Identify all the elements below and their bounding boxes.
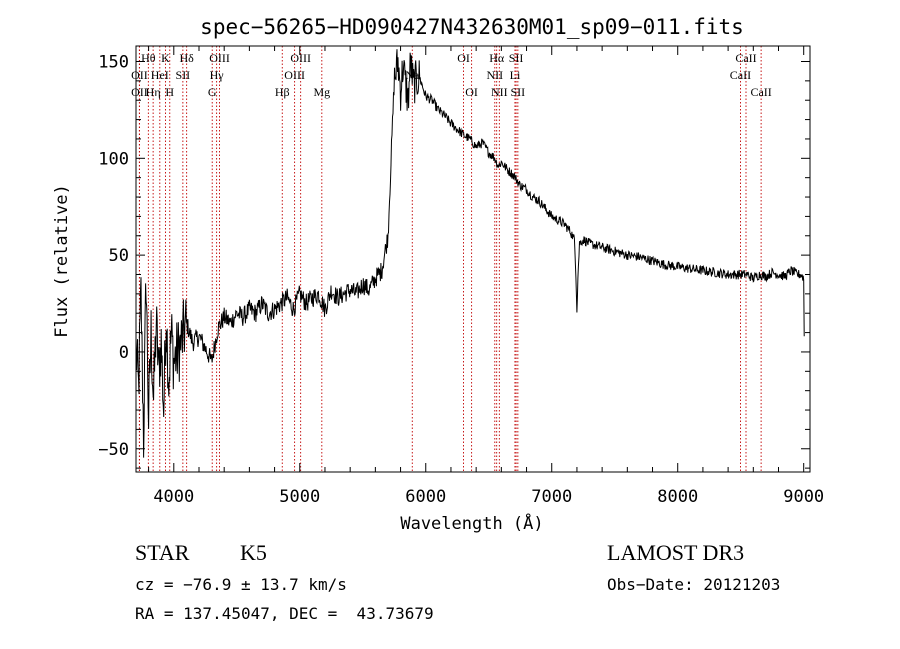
object-subclass: K5 [240,540,267,565]
line-label: Hθ [141,51,156,65]
line-label: OIII [209,51,230,65]
line-label: NII [491,85,508,99]
line-label: H [165,85,174,99]
plot-frame [135,45,811,473]
x-tick-label: 4000 [153,487,194,507]
chart-title: spec−56265−HD090427N432630M01_sp09−011.f… [200,15,744,39]
coordinates: RA = 137.45047, DEC = 43.73679 [135,604,434,623]
line-label: OIII [284,68,305,82]
object-class: STAR [135,540,190,565]
line-label: K [161,51,170,65]
line-label: OI [465,85,478,99]
survey-name: LAMOST DR3 [607,540,745,565]
line-label: G [208,85,217,99]
line-label: Hβ [275,85,290,99]
line-label: OIII [290,51,311,65]
x-tick-label: 7000 [531,487,572,507]
line-label: OI [457,51,470,65]
line-label: Hγ [210,68,225,82]
line-label: OII [131,85,148,99]
line-label: Mg [313,85,330,99]
line-label: SII [509,51,524,65]
line-label: HeI [151,68,169,82]
redshift-cz: cz = −76.9 ± 13.7 km/s [135,575,347,594]
line-label: OII [131,68,148,82]
y-tick-label: 150 [98,52,129,72]
line-label: Li [510,68,521,82]
x-tick-label: 8000 [657,487,698,507]
line-label: NII [486,68,503,82]
line-label: CaII [735,51,756,65]
y-axis-label: Flux (relative) [52,184,72,338]
obs-date: Obs−Date: 20121203 [607,575,781,594]
y-tick-label: 0 [119,343,129,363]
x-tick-label: 9000 [783,487,824,507]
line-label: Hα [489,51,505,65]
line-label: CaII [750,85,771,99]
line-label: Hδ [179,51,194,65]
y-tick-label: 100 [98,149,129,169]
x-tick-label: 5000 [279,487,320,507]
spectrum-line [135,49,805,458]
axes: 4000 5000 6000 7000 8000 9000 −50 0 50 100 150 [98,45,824,507]
line-label: SII [176,68,191,82]
y-tick-label: −50 [98,440,129,460]
line-label: CaII [730,68,751,82]
line-label: SII [511,85,526,99]
x-axis-label: Wavelength (Å) [400,512,543,534]
x-tick-label: 6000 [405,487,446,507]
line-label: Na [405,68,420,82]
y-tick-label: 50 [109,246,129,266]
line-markers [138,46,762,472]
line-label: Hη [146,85,161,99]
